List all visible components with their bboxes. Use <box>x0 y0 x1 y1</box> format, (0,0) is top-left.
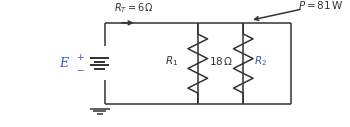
Text: $18\,\Omega$: $18\,\Omega$ <box>209 55 233 67</box>
Text: +: + <box>76 53 83 62</box>
Text: −: − <box>76 65 83 74</box>
Text: $P=81\,\mathrm{W}$: $P=81\,\mathrm{W}$ <box>298 0 343 11</box>
Text: $R_1$: $R_1$ <box>165 54 178 68</box>
Text: E: E <box>59 57 69 70</box>
Text: $R_T=6\,\Omega$: $R_T=6\,\Omega$ <box>114 1 154 15</box>
Text: $R_2$: $R_2$ <box>254 54 267 68</box>
